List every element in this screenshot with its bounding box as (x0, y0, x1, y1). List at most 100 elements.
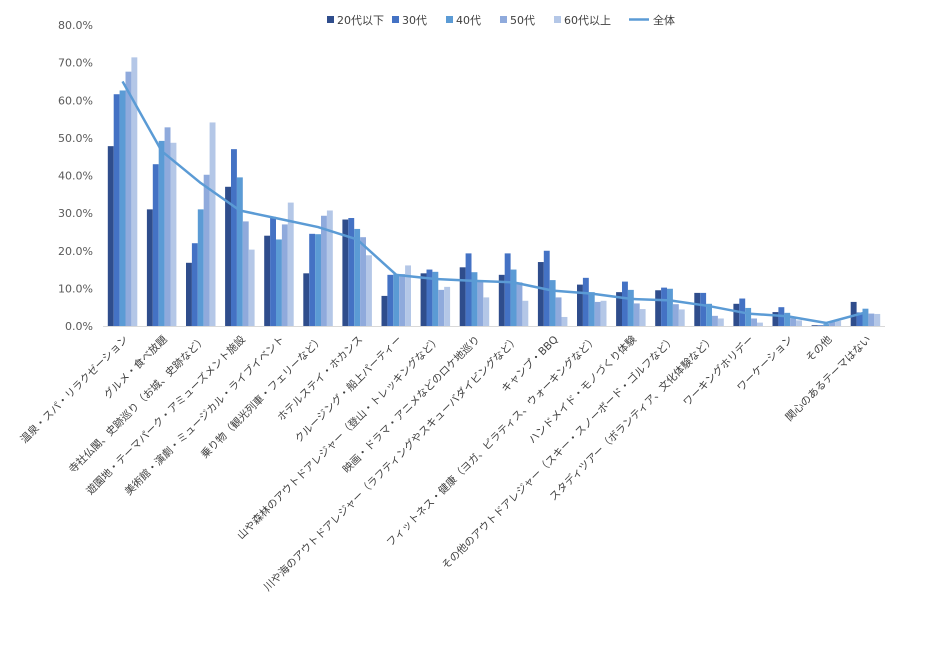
bar (811, 325, 818, 326)
legend-swatch (500, 16, 507, 23)
bar (856, 312, 863, 326)
legend-swatch (392, 16, 399, 23)
bar (360, 237, 366, 326)
y-tick-label: 0.0% (65, 320, 93, 333)
bar (405, 265, 411, 326)
bar (354, 228, 361, 326)
y-tick-label: 80.0% (58, 19, 93, 32)
x-labels: 温泉・スパ・リラクゼーショングルメ・食べ放題寺社仏閣、史跡巡り（お城、史跡など）… (18, 333, 874, 594)
y-tick-label: 30.0% (58, 207, 93, 220)
bar (498, 274, 505, 326)
bar (733, 303, 740, 326)
bar (757, 322, 763, 326)
bar (874, 313, 881, 326)
bar (537, 262, 544, 326)
bar (504, 253, 511, 326)
bar (236, 177, 243, 326)
bar (264, 235, 271, 326)
bar (348, 218, 355, 326)
bar (209, 122, 216, 326)
bar (326, 210, 333, 326)
bar (582, 277, 589, 326)
bar (113, 94, 120, 326)
total-line (121, 80, 866, 325)
bar (850, 301, 857, 326)
bar (170, 142, 177, 326)
bar (751, 318, 757, 326)
bar (303, 273, 310, 326)
bar (164, 127, 171, 326)
bar (471, 272, 478, 326)
bar (549, 280, 556, 326)
bar (661, 287, 667, 326)
bar (426, 269, 433, 326)
bar (203, 174, 210, 326)
y-tick-label: 70.0% (58, 57, 93, 70)
bar (616, 292, 622, 326)
bar (420, 273, 427, 326)
bar (191, 243, 198, 326)
bar (561, 316, 568, 326)
y-tick-label: 10.0% (58, 282, 93, 295)
bar (131, 57, 138, 327)
legend-label: 20代以下 (337, 14, 384, 27)
bar (381, 295, 388, 326)
bar (745, 307, 752, 326)
legend: 20代以下 30代 40代 50代 60代以上 全体 (327, 13, 675, 27)
bars (107, 57, 881, 327)
bar (667, 288, 673, 326)
bar (678, 309, 685, 326)
category-label: その他 (803, 333, 835, 365)
bar (197, 209, 204, 326)
bar (438, 289, 445, 326)
bar (287, 202, 294, 326)
bar (829, 321, 836, 326)
legend-label: 50代 (510, 14, 535, 27)
bar (309, 233, 316, 326)
bar (477, 280, 484, 326)
bar (158, 140, 165, 326)
legend-swatch (554, 16, 561, 23)
bar (399, 274, 406, 326)
legend-label: 60代以上 (564, 14, 611, 27)
bar (706, 303, 712, 326)
category-label: ワーキングホリデー (680, 333, 756, 409)
bar (577, 284, 583, 326)
bar (281, 224, 288, 326)
bar (772, 312, 779, 326)
bar (119, 90, 126, 326)
y-tick-label: 20.0% (58, 245, 93, 258)
bar (633, 303, 640, 326)
bar (627, 289, 634, 326)
bar (823, 324, 830, 326)
category-label: 映画・ドラマ・アニメなどのロケ地巡り (340, 333, 483, 476)
bar (225, 186, 231, 326)
bar (639, 309, 646, 326)
bar (790, 318, 797, 326)
bar (315, 234, 321, 326)
legend-swatch (327, 16, 334, 23)
bar (444, 286, 451, 326)
bar (817, 325, 824, 326)
bar (712, 315, 718, 326)
category-label: 川や海のアウトドアレジャー（ラフティングやスキューバダイビングなど） (261, 333, 522, 594)
bar (248, 249, 255, 326)
bar (835, 320, 842, 326)
bar (393, 274, 400, 326)
bar (655, 290, 662, 326)
y-tick-label: 40.0% (58, 170, 93, 183)
bar (459, 267, 466, 326)
legend-label: 40代 (456, 14, 481, 27)
total-series-line (121, 80, 866, 325)
bar (796, 320, 802, 326)
y-axis: 0.0% 10.0% 20.0% 30.0% 40.0% 50.0% 60.0% 70.0% 8… (58, 19, 93, 333)
bar (342, 219, 349, 326)
bar (152, 164, 159, 326)
bar (107, 146, 114, 326)
y-tick-label: 60.0% (58, 94, 93, 107)
bar (622, 281, 628, 326)
bar (588, 292, 595, 326)
bar (242, 221, 249, 326)
bar (366, 255, 372, 326)
